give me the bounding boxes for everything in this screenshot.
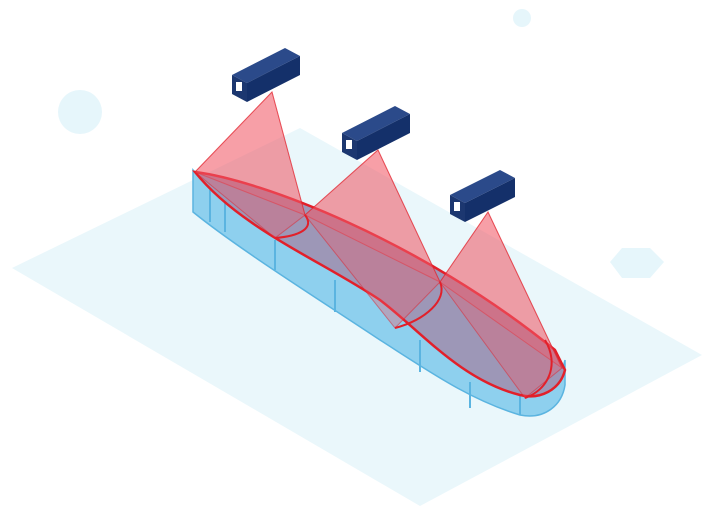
camera bbox=[232, 48, 300, 102]
camera-cones bbox=[194, 91, 564, 399]
platform-posts bbox=[209, 190, 521, 415]
coverage-arcs bbox=[274, 214, 553, 399]
camera bbox=[342, 106, 410, 160]
hexagon bbox=[610, 248, 664, 278]
bubble bbox=[58, 90, 102, 134]
bubble bbox=[513, 9, 531, 27]
camera bbox=[450, 170, 515, 222]
